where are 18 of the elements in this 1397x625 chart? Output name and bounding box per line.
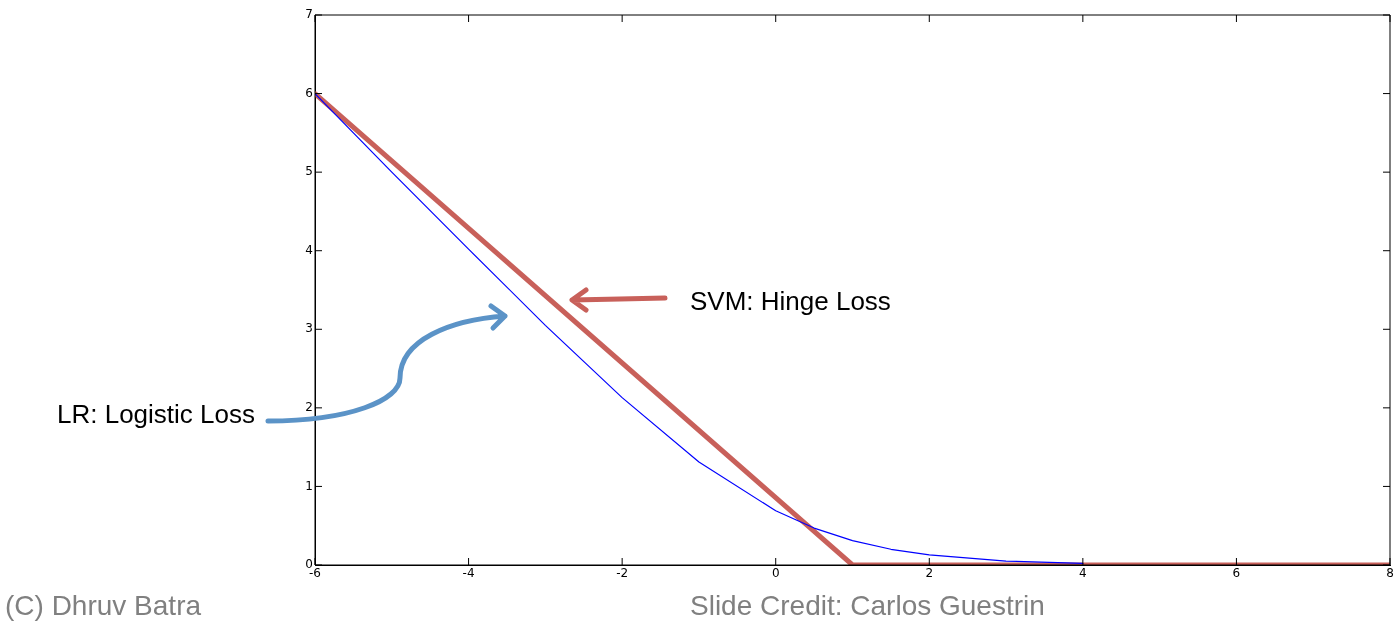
x-tick-label: 8 (1386, 566, 1394, 581)
y-tick-label: 7 (305, 7, 313, 22)
x-tick-label: 0 (771, 566, 780, 581)
text: LR: Logistic Loss (57, 399, 255, 429)
y-tick-label: 1 (305, 478, 313, 493)
x-tick-label: 4 (1079, 566, 1087, 581)
x-tick-label: -4 (462, 566, 475, 581)
text: (C) Dhruv Batra (5, 590, 202, 621)
y-tick-label: 6 (305, 85, 313, 100)
x-tick-label: 6 (1232, 566, 1241, 581)
x-tick-label: -2 (616, 566, 629, 581)
y-tick-label: 2 (305, 399, 313, 414)
annotation: SVM: Hinge Loss (690, 286, 891, 316)
x-tick-label: 2 (925, 566, 934, 581)
y-tick-label: 3 (305, 321, 313, 336)
text: Slide Credit: Carlos Guestrin (690, 590, 1045, 621)
y-tick-label: 5 (305, 164, 313, 179)
y-tick-label: 4 (305, 242, 313, 257)
